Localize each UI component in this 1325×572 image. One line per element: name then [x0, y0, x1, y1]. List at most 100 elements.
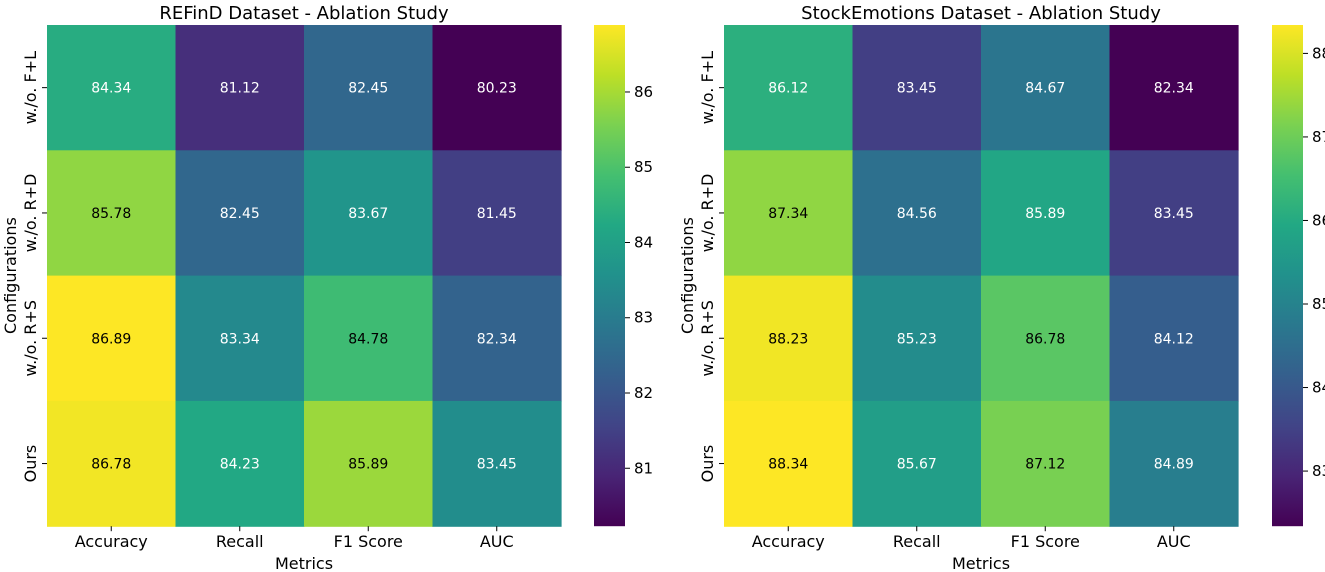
heatmap-cell [175, 150, 305, 277]
heatmap-cell [47, 150, 177, 277]
cell-value-label: 85.78 [91, 206, 131, 222]
heatmap-cell [175, 400, 305, 527]
heatmap-cell [981, 400, 1111, 527]
cell-value-label: 84.67 [1025, 81, 1065, 97]
colorbar-tick-label: 88 [1312, 44, 1325, 62]
colorbar-tick-label: 87 [1312, 128, 1325, 146]
heatmap-cell [432, 400, 562, 527]
cell-value-label: 82.45 [220, 206, 260, 222]
colorbar-tick-label: 86 [1312, 211, 1325, 229]
heatmap-cell [852, 25, 982, 151]
heatmap-cell [47, 25, 177, 151]
chart-title: REFinD Dataset - Ablation Study [159, 3, 449, 24]
cell-value-label: 87.34 [768, 206, 808, 222]
x-tick-label: Recall [893, 532, 941, 551]
y-axis-label: Configurations [678, 217, 697, 334]
x-tick-label: F1 Score [334, 532, 403, 551]
cell-value-label: 84.78 [348, 331, 388, 347]
colorbar-tick-label: 83 [634, 309, 653, 327]
heatmap-cell [852, 150, 982, 277]
heatmap-cell [1109, 150, 1239, 277]
heatmap-cell [432, 25, 562, 151]
y-axis-label: Configurations [1, 217, 20, 334]
cell-value-label: 84.23 [220, 457, 260, 473]
x-axis-label: Metrics [275, 554, 333, 572]
cell-value-label: 86.78 [1025, 331, 1065, 347]
cell-value-label: 83.45 [477, 457, 517, 473]
y-tick-label: Ours [698, 445, 717, 483]
colorbar [1272, 25, 1303, 527]
heatmap-cell [981, 150, 1111, 277]
x-axis-label: Metrics [952, 554, 1010, 572]
cell-value-label: 83.45 [1154, 206, 1194, 222]
heatmap-cell [724, 25, 854, 151]
colorbar-tick-label: 83 [1312, 462, 1325, 480]
heatmap-cell [432, 150, 562, 277]
x-tick-label: Recall [216, 532, 264, 551]
heatmap-cell [724, 150, 854, 277]
y-tick-label: w./o. R+S [21, 300, 40, 376]
cell-value-label: 85.89 [1025, 206, 1065, 222]
heatmap-cell [1109, 25, 1239, 151]
cell-value-label: 84.56 [897, 206, 937, 222]
heatmap-cell [852, 275, 982, 402]
cell-value-label: 85.23 [897, 331, 937, 347]
heatmap-cell [852, 400, 982, 527]
cell-value-label: 84.34 [91, 81, 131, 97]
y-tick-label: w./o. R+S [698, 300, 717, 376]
colorbar-tick-label: 85 [634, 158, 653, 176]
heatmap-cell [1109, 400, 1239, 527]
x-tick-label: Accuracy [75, 532, 148, 551]
heatmap-cell [724, 400, 854, 527]
heatmap-panel-refind: REFinD Dataset - Ablation Study 84.34 81.1… [1, 3, 653, 572]
cell-value-label: 86.89 [91, 331, 131, 347]
heatmap-cell [47, 400, 177, 527]
x-tick-label: AUC [480, 532, 514, 551]
heatmap-cell [304, 400, 434, 527]
cell-value-label: 82.45 [348, 81, 388, 97]
heatmap-cell [304, 275, 434, 402]
heatmap-cell [304, 150, 434, 277]
colorbar-tick-label: 84 [1312, 379, 1325, 397]
y-tick-label: w./o. F+L [698, 51, 717, 124]
y-tick-label: Ours [21, 445, 40, 483]
cell-value-label: 80.23 [477, 81, 517, 97]
cell-value-label: 84.89 [1154, 457, 1194, 473]
chart-title: StockEmotions Dataset - Ablation Study [801, 3, 1161, 24]
cell-value-label: 85.89 [348, 457, 388, 473]
cell-value-label: 87.12 [1025, 457, 1065, 473]
cell-value-label: 88.34 [768, 457, 808, 473]
x-tick-label: F1 Score [1011, 532, 1080, 551]
cell-value-label: 85.67 [897, 457, 937, 473]
colorbar [594, 25, 625, 527]
heatmap-cell [47, 275, 177, 402]
heatmap-cell [304, 25, 434, 151]
heatmap-cell [175, 275, 305, 402]
heatmap-cell [432, 275, 562, 402]
colorbar-tick-label: 82 [634, 384, 653, 402]
heatmap-cell [981, 25, 1111, 151]
x-tick-label: Accuracy [752, 532, 825, 551]
heatmap-cell [724, 275, 854, 402]
colorbar-tick-label: 85 [1312, 295, 1325, 313]
cell-value-label: 88.23 [768, 331, 808, 347]
cell-value-label: 83.45 [897, 81, 937, 97]
cell-value-label: 82.34 [1154, 81, 1194, 97]
cell-value-label: 84.12 [1154, 331, 1194, 347]
colorbar-tick-label: 86 [634, 83, 653, 101]
heatmap-cell [175, 25, 305, 151]
colorbar-tick-label: 84 [634, 233, 653, 251]
y-tick-label: w./o. R+D [21, 174, 40, 253]
y-tick-label: w./o. F+L [21, 51, 40, 124]
cell-value-label: 81.45 [477, 206, 517, 222]
heatmap-cell [1109, 275, 1239, 402]
y-tick-label: w./o. R+D [698, 174, 717, 253]
cell-value-label: 86.78 [91, 457, 131, 473]
cell-value-label: 81.12 [220, 81, 260, 97]
cell-value-label: 83.34 [220, 331, 260, 347]
cell-value-label: 86.12 [768, 81, 808, 97]
cell-value-label: 82.34 [477, 331, 517, 347]
x-tick-label: AUC [1157, 532, 1191, 551]
cell-value-label: 83.67 [348, 206, 388, 222]
